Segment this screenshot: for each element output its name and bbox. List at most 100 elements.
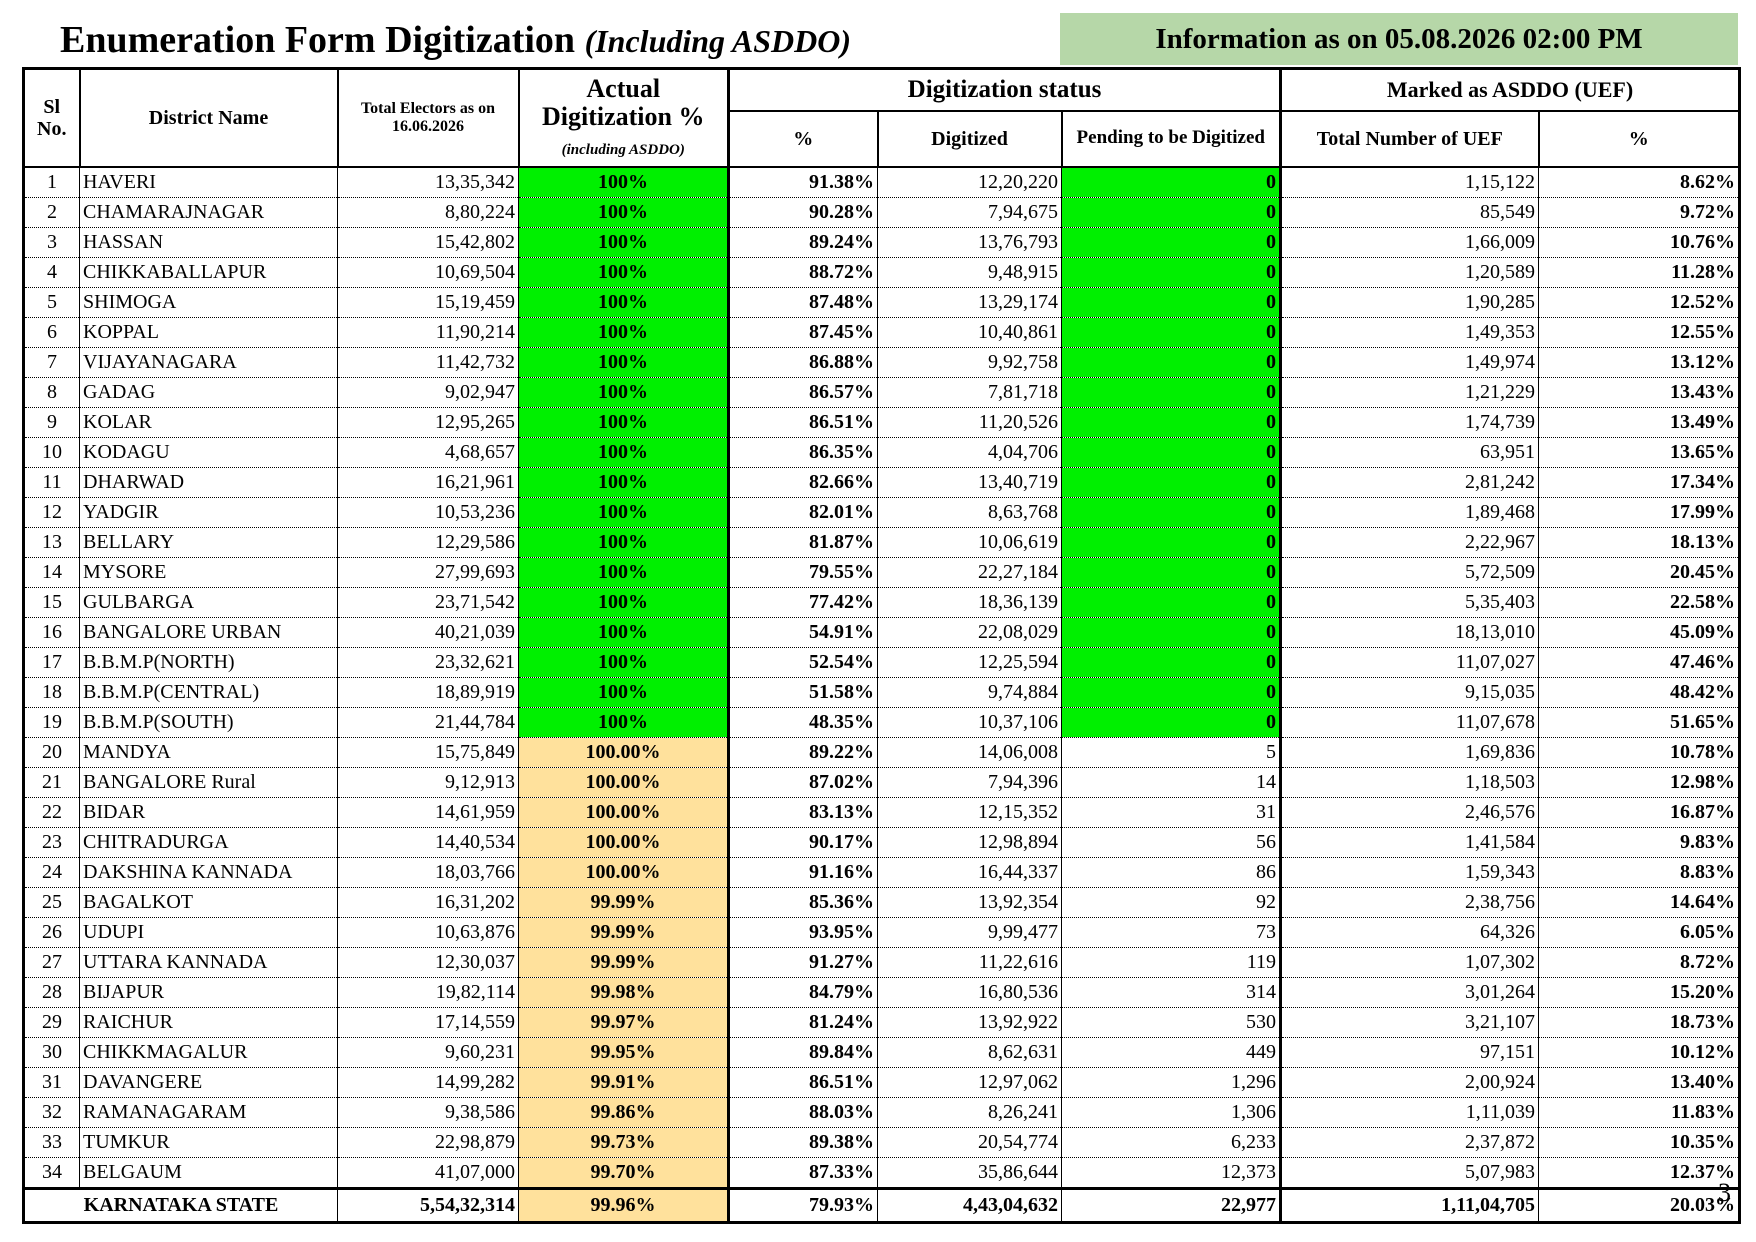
table-cell: 1,15,122 [1279, 166, 1540, 198]
table-row: 4 CHIKKABALLAPUR 10,69,504 100% 88.72% 9,48,9… [23, 257, 1741, 288]
table-cell: 9,48,915 [877, 257, 1062, 288]
table-cell: 0 [1060, 317, 1282, 348]
table-cell: 10,37,106 [877, 707, 1062, 738]
table-cell: 31 [1060, 797, 1282, 828]
table-cell: BIDAR [79, 797, 338, 828]
table-cell: 11,22,616 [877, 947, 1062, 978]
table-cell: 99.99% [518, 917, 729, 948]
table-cell: HAVERI [79, 166, 338, 198]
table-cell: CHAMARAJNAGAR [79, 197, 338, 228]
table-cell: 10,63,876 [337, 917, 519, 948]
table-cell: 15,75,849 [337, 737, 519, 768]
table-cell: YADGIR [79, 497, 338, 528]
table-cell: 100% [518, 467, 729, 498]
table-cell: 89.22% [727, 737, 878, 768]
table-cell: B.B.M.P(SOUTH) [79, 707, 338, 738]
total-cell: 1,11,04,705 [1279, 1186, 1540, 1224]
table-cell: 22,08,029 [877, 617, 1062, 648]
table-cell: 14.64% [1538, 887, 1741, 918]
table-cell: 4,68,657 [337, 437, 519, 468]
table-cell: 85,549 [1279, 197, 1540, 228]
table-cell: 100% [518, 197, 729, 228]
table-cell: 16 [23, 617, 80, 648]
total-cell: 22,977 [1060, 1186, 1282, 1224]
table-cell: 99.86% [518, 1097, 729, 1128]
table-cell: 2,22,967 [1279, 527, 1540, 558]
table-cell: 100% [518, 677, 729, 708]
table-cell: 15,19,459 [337, 287, 519, 318]
table-cell: 1,11,039 [1279, 1097, 1540, 1128]
table-row: 16 BANGALORE URBAN 40,21,039 100% 54.91% 22,0… [23, 617, 1741, 648]
table-cell: TUMKUR [79, 1127, 338, 1158]
table-cell: 18,36,139 [877, 587, 1062, 618]
table-cell: 11.28% [1538, 257, 1741, 288]
table-cell: 7 [23, 347, 80, 378]
table-cell: 22.58% [1538, 587, 1741, 618]
table-cell: 99.73% [518, 1127, 729, 1158]
table-cell: RAICHUR [79, 1007, 338, 1038]
header-cell: Sl No. [22, 67, 81, 168]
table-cell: 8.83% [1538, 857, 1741, 888]
table-cell: 12 [23, 497, 80, 528]
table-cell: 15,42,802 [337, 227, 519, 258]
table-cell: 3,21,107 [1279, 1007, 1540, 1038]
total-cell: 99.96% [518, 1186, 729, 1224]
table-cell: 0 [1060, 647, 1282, 678]
table-cell: 51.58% [727, 677, 878, 708]
table-cell: 99.99% [518, 947, 729, 978]
table-cell: 10,40,861 [877, 317, 1062, 348]
table-cell: 0 [1060, 166, 1282, 198]
table-cell: 9.83% [1538, 827, 1741, 858]
table-cell: 73 [1060, 917, 1282, 948]
table-cell: 0 [1060, 347, 1282, 378]
table-cell: 1,69,836 [1279, 737, 1540, 768]
table-cell: 13,29,174 [877, 287, 1062, 318]
table-cell: 11,20,526 [877, 407, 1062, 438]
table-cell: 63,951 [1279, 437, 1540, 468]
table-cell: 15.20% [1538, 977, 1741, 1008]
table-cell: 13.49% [1538, 407, 1741, 438]
table-cell: 8,63,768 [877, 497, 1062, 528]
table-cell: 51.65% [1538, 707, 1741, 738]
table-row: 9 KOLAR 12,95,265 100% 86.51% 11,20,526 0 1,74,… [23, 407, 1741, 438]
table-cell: 10.78% [1538, 737, 1741, 768]
table-cell: 9,99,477 [877, 917, 1062, 948]
table-cell: 12,97,062 [877, 1067, 1062, 1098]
table-cell: 3,01,264 [1279, 977, 1540, 1008]
table-cell: 35,86,644 [877, 1157, 1062, 1189]
table-cell: 99.91% [518, 1067, 729, 1098]
table-cell: KODAGU [79, 437, 338, 468]
table-cell: 13.43% [1538, 377, 1741, 408]
table-cell: 0 [1060, 617, 1282, 648]
table-cell: 13.40% [1538, 1067, 1741, 1098]
table-cell: UDUPI [79, 917, 338, 948]
table-cell: 9.72% [1538, 197, 1741, 228]
table-cell: 17,14,559 [337, 1007, 519, 1038]
total-cell: 79.93% [727, 1186, 878, 1224]
table-row: 12 YADGIR 10,53,236 100% 82.01% 8,63,768 0 1,89… [23, 497, 1741, 528]
table-cell: 10.35% [1538, 1127, 1741, 1158]
table-cell: 0 [1060, 527, 1282, 558]
table-cell: 2,00,924 [1279, 1067, 1540, 1098]
table-cell: DAKSHINA KANNADA [79, 857, 338, 888]
header-cell: % [1537, 109, 1741, 168]
table-cell: 23,71,542 [337, 587, 519, 618]
header-cell: Actual Digitization % (including ASDDO) [517, 67, 730, 168]
table-cell: 8 [23, 377, 80, 408]
table-cell: 1 [23, 166, 80, 198]
table-cell: 5 [23, 287, 80, 318]
table-cell: 86.88% [727, 347, 878, 378]
table-cell: 14 [23, 557, 80, 588]
table-cell: 8,80,224 [337, 197, 519, 228]
table-row: 17 B.B.M.P(NORTH) 23,32,621 100% 52.54% 12,25… [23, 647, 1741, 678]
table-cell: 23,32,621 [337, 647, 519, 678]
table-cell: 32 [23, 1097, 80, 1128]
table-cell: 1,306 [1060, 1097, 1282, 1128]
header-cell: District Name [78, 67, 339, 168]
table-row: 14 MYSORE 27,99,693 100% 79.55% 22,27,184 0 5,7… [23, 557, 1741, 588]
table-cell: MANDYA [79, 737, 338, 768]
table-cell: 1,74,739 [1279, 407, 1540, 438]
table-cell: 86.51% [727, 1067, 878, 1098]
table-cell: 15 [23, 587, 80, 618]
table-cell: 92 [1060, 887, 1282, 918]
